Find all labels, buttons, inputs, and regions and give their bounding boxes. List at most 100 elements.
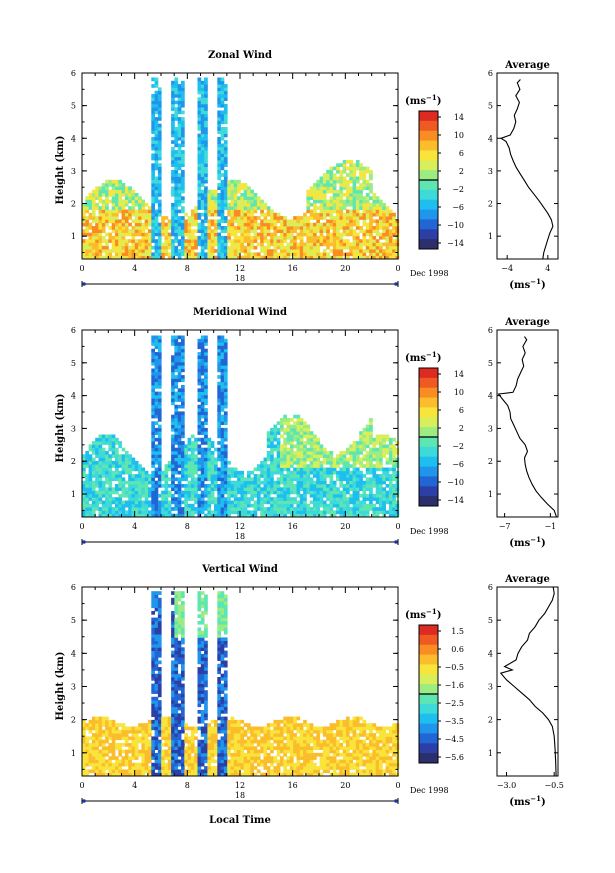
heat-cell bbox=[326, 457, 330, 462]
heat-cell bbox=[372, 484, 377, 488]
heat-cell bbox=[217, 166, 221, 171]
heat-cell bbox=[194, 255, 198, 260]
heat-cell bbox=[151, 176, 155, 181]
colorbar-swatch bbox=[419, 476, 438, 487]
heat-cell bbox=[214, 447, 218, 452]
heat-cell bbox=[197, 437, 202, 442]
heat-cell bbox=[388, 510, 393, 515]
heat-cell bbox=[319, 460, 324, 465]
heat-cell bbox=[151, 352, 155, 356]
heat-cell bbox=[362, 222, 367, 227]
heat-cell bbox=[151, 411, 155, 416]
heat-cell bbox=[128, 249, 132, 253]
heat-cell bbox=[332, 183, 337, 187]
heat-cell bbox=[88, 762, 93, 767]
heat-cell bbox=[365, 467, 370, 472]
date-bar-marker bbox=[394, 282, 398, 286]
heat-cell bbox=[355, 206, 360, 210]
heat-cell bbox=[339, 179, 344, 184]
heat-cell bbox=[187, 437, 192, 442]
heat-cell bbox=[299, 480, 304, 485]
heat-cell bbox=[134, 216, 139, 220]
heat-cell bbox=[359, 487, 363, 491]
heat-cell bbox=[121, 487, 126, 491]
x-tick-label: 12 bbox=[235, 522, 245, 531]
heat-cell bbox=[230, 487, 235, 491]
heat-cell bbox=[220, 219, 225, 224]
heat-cell bbox=[157, 418, 162, 422]
heat-cell bbox=[379, 441, 383, 445]
heat-cell bbox=[379, 232, 383, 237]
heat-cell bbox=[319, 490, 324, 495]
heat-cell bbox=[200, 140, 205, 144]
heat-cell bbox=[85, 756, 89, 760]
heat-cell bbox=[154, 176, 159, 181]
heat-cell bbox=[194, 245, 198, 250]
heat-cell bbox=[197, 193, 202, 197]
heat-cell bbox=[379, 510, 383, 515]
heat-cell bbox=[306, 229, 311, 233]
heat-cell bbox=[280, 418, 284, 422]
heat-cell bbox=[105, 746, 109, 750]
heat-cell bbox=[204, 335, 208, 340]
heat-cell bbox=[181, 431, 185, 435]
heat-cell bbox=[204, 398, 208, 402]
heat-cell bbox=[200, 117, 205, 121]
heat-cell bbox=[157, 365, 162, 369]
heat-cell bbox=[194, 510, 198, 515]
heat-cell bbox=[167, 493, 172, 498]
heat-cell bbox=[98, 739, 103, 744]
heat-cell bbox=[138, 739, 142, 744]
heat-cell bbox=[161, 507, 165, 511]
heat-cell bbox=[118, 457, 122, 462]
heat-cell bbox=[283, 222, 287, 227]
heat-cell bbox=[181, 358, 185, 363]
heat-cell bbox=[385, 255, 390, 260]
heat-cell bbox=[273, 427, 278, 432]
heat-cell bbox=[184, 513, 188, 518]
heat-cell bbox=[217, 212, 221, 217]
date-bar-marker bbox=[82, 540, 86, 544]
heat-cell bbox=[309, 490, 314, 495]
heat-cell bbox=[108, 255, 113, 260]
heat-cell bbox=[332, 166, 337, 171]
heat-cell bbox=[256, 500, 261, 505]
heat-cell bbox=[223, 146, 228, 151]
heat-cell bbox=[187, 487, 192, 491]
heat-cell bbox=[131, 474, 136, 478]
heat-cell bbox=[187, 474, 192, 478]
heat-cell bbox=[105, 493, 109, 498]
date-bar-marker bbox=[82, 282, 86, 286]
heat-cell bbox=[306, 507, 311, 511]
heat-cell bbox=[256, 503, 261, 508]
x-tick-label: 16 bbox=[288, 522, 298, 531]
heat-cell bbox=[247, 189, 251, 194]
heat-cell bbox=[289, 249, 294, 253]
heat-cell bbox=[313, 507, 317, 511]
heat-cell bbox=[365, 242, 370, 247]
heat-cell bbox=[157, 464, 162, 468]
heat-cell bbox=[355, 510, 360, 515]
heat-cell bbox=[174, 421, 179, 425]
heat-cell bbox=[121, 464, 126, 468]
heat-cell bbox=[316, 199, 320, 204]
heat-cell bbox=[141, 474, 146, 478]
heat-cell bbox=[171, 94, 175, 98]
y-tick-label: 2 bbox=[71, 200, 76, 209]
heat-cell bbox=[336, 245, 340, 250]
heat-cell bbox=[204, 140, 208, 144]
heat-cell bbox=[220, 444, 225, 449]
heat-cell bbox=[157, 427, 162, 432]
heat-cell bbox=[138, 503, 142, 508]
heat-cell bbox=[154, 371, 159, 376]
heat-cell bbox=[382, 216, 386, 220]
heat-cell bbox=[283, 464, 287, 468]
heat-cell bbox=[207, 242, 212, 247]
heat-cell bbox=[95, 235, 99, 240]
heat-cell bbox=[197, 239, 202, 243]
heat-cell bbox=[352, 196, 357, 200]
heat-cell bbox=[227, 467, 231, 472]
heat-cell bbox=[161, 219, 165, 224]
panel-title: Vertical Wind bbox=[201, 564, 278, 575]
heat-cell bbox=[197, 414, 202, 419]
